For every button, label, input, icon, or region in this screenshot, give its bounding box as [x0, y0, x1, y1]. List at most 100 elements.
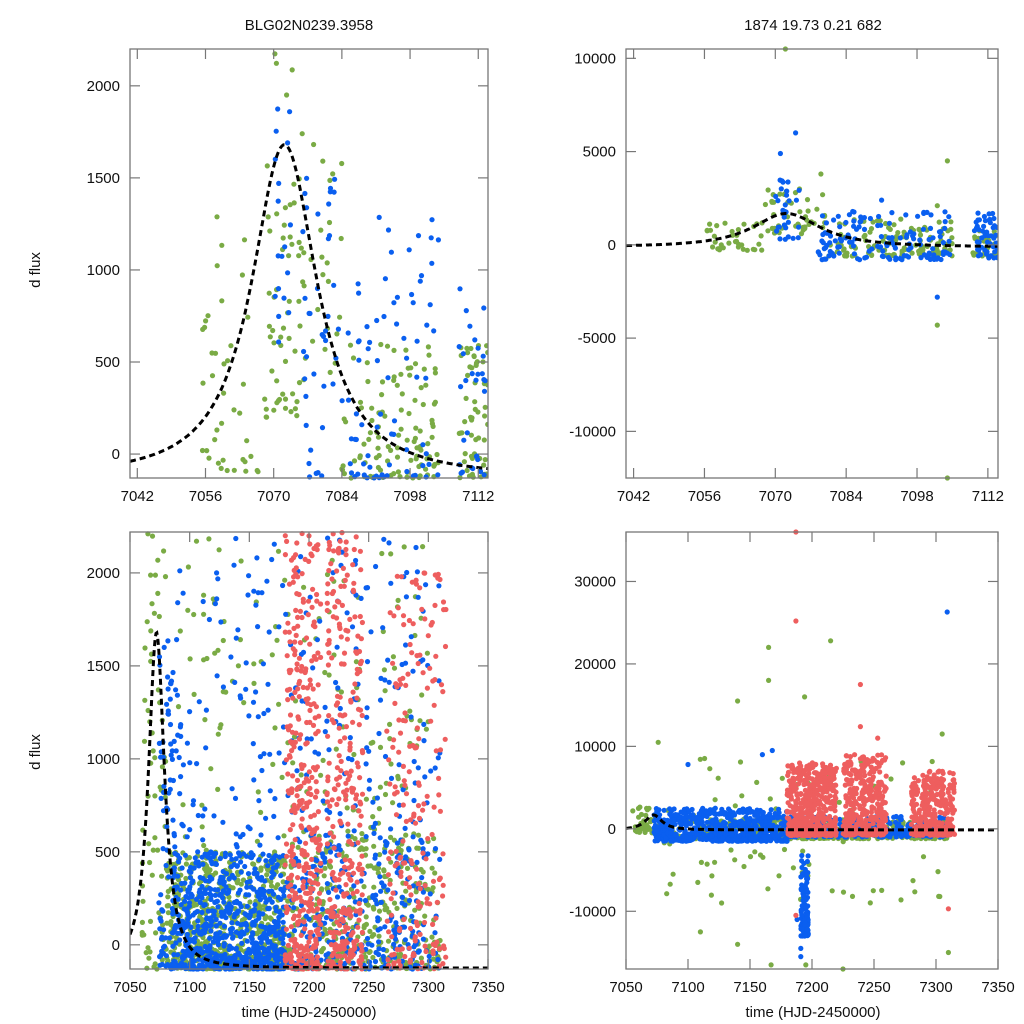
data-point — [377, 852, 383, 858]
data-point — [212, 892, 218, 898]
data-point — [282, 358, 289, 364]
data-point — [395, 469, 401, 475]
data-point — [325, 278, 331, 284]
data-point — [475, 371, 481, 377]
data-point — [194, 908, 200, 915]
data-point — [294, 805, 300, 811]
data-point — [422, 883, 428, 889]
data-point — [275, 106, 281, 112]
data-point — [422, 570, 428, 576]
data-point — [177, 791, 183, 797]
data-point — [361, 884, 367, 890]
data-point — [712, 239, 718, 245]
data-point — [396, 717, 402, 723]
data-point — [259, 767, 265, 774]
data-point — [151, 610, 157, 616]
data-point — [466, 473, 473, 479]
series-blue — [773, 130, 998, 300]
data-point — [287, 712, 294, 718]
data-point — [158, 936, 165, 942]
data-point — [291, 625, 297, 632]
data-point — [334, 331, 340, 337]
data-point — [226, 887, 232, 894]
data-point — [397, 947, 403, 953]
data-point — [424, 322, 430, 328]
data-point — [264, 872, 270, 878]
data-point — [926, 252, 932, 258]
data-point — [303, 422, 309, 428]
data-point — [220, 457, 226, 463]
data-point — [257, 754, 263, 760]
data-point — [409, 579, 415, 585]
data-point — [384, 918, 390, 924]
data-point — [394, 573, 400, 579]
data-point — [398, 854, 404, 860]
data-point — [862, 255, 868, 261]
data-point — [297, 839, 303, 845]
x-tick-label: 7100 — [173, 979, 206, 996]
data-point — [267, 751, 273, 757]
data-point — [251, 588, 257, 594]
data-point — [298, 245, 304, 251]
data-point — [254, 870, 260, 877]
data-point — [307, 707, 313, 714]
data-point — [385, 227, 392, 233]
data-point — [429, 831, 435, 838]
data-point — [214, 214, 220, 220]
data-point — [461, 459, 467, 465]
data-point — [394, 454, 401, 460]
data-point — [287, 222, 293, 228]
data-point — [316, 847, 322, 853]
data-point — [254, 555, 260, 561]
data-point — [458, 384, 464, 390]
data-point — [178, 722, 184, 728]
data-point — [200, 598, 206, 605]
data-point — [278, 873, 284, 879]
data-point — [364, 324, 370, 330]
data-point — [469, 365, 475, 371]
data-point — [784, 188, 790, 194]
data-point — [342, 577, 348, 583]
data-point — [299, 825, 305, 831]
data-point — [291, 555, 297, 561]
data-point — [459, 430, 465, 436]
data-point — [485, 349, 488, 356]
data-point — [304, 740, 310, 746]
data-point — [305, 612, 311, 618]
data-point — [282, 244, 288, 250]
data-point — [976, 217, 983, 223]
data-point — [209, 373, 216, 379]
data-point — [196, 699, 202, 705]
data-point — [436, 678, 442, 684]
data-point — [456, 344, 462, 350]
data-point — [817, 252, 823, 258]
data-point — [897, 255, 903, 262]
data-point — [347, 747, 353, 753]
data-point — [214, 596, 220, 602]
data-point — [235, 920, 241, 926]
data-point — [356, 722, 362, 728]
data-point — [343, 552, 349, 558]
data-point — [435, 956, 441, 963]
data-point — [221, 899, 227, 905]
data-point — [303, 890, 309, 896]
data-point — [221, 943, 227, 949]
data-point — [272, 156, 278, 162]
data-point — [370, 814, 376, 820]
data-point — [930, 246, 936, 252]
data-point — [306, 769, 312, 775]
data-point — [207, 945, 213, 951]
data-point — [302, 669, 308, 676]
data-point — [208, 849, 214, 855]
data-point — [282, 577, 288, 583]
data-point — [206, 536, 212, 542]
y-tick-label: 10000 — [574, 50, 616, 67]
data-point — [300, 907, 306, 913]
data-point — [367, 430, 373, 436]
data-point — [891, 222, 897, 228]
data-point — [242, 459, 248, 465]
data-point — [460, 351, 466, 357]
data-point — [994, 224, 998, 231]
data-point — [371, 830, 377, 837]
data-point — [394, 840, 400, 846]
